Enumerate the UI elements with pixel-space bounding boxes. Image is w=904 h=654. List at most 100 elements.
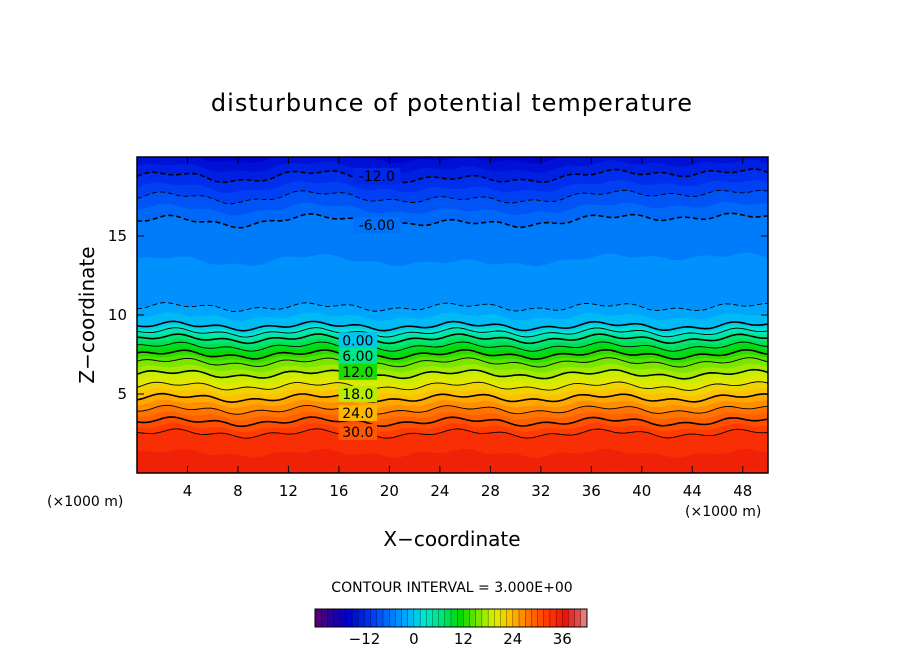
colorbar-tick-label: 36 xyxy=(553,630,572,648)
colorbar-segment xyxy=(413,608,421,628)
colorbar-segment xyxy=(321,608,328,628)
colorbar-segment xyxy=(444,608,452,628)
contour-interval-text: CONTOUR INTERVAL = 3.000E+00 xyxy=(331,580,572,596)
colorbar-segment xyxy=(314,608,322,628)
temperature-field xyxy=(137,157,768,473)
colorbar-segment xyxy=(562,608,569,628)
colorbar-segment xyxy=(438,608,446,628)
contour-line xyxy=(137,357,768,368)
x-axis-ticks: 4 8 12 16 20 24 28 32 36 40 44 48 xyxy=(183,157,752,500)
colorbar-segment xyxy=(531,608,538,628)
y-tick-label: 5 xyxy=(117,385,127,403)
colorbar-segment xyxy=(537,608,545,628)
colorbar-tick-label: 12 xyxy=(454,630,473,648)
contour-line xyxy=(137,404,768,415)
y-axis-ticks: 5 10 15 xyxy=(108,227,768,403)
colorbar-frame xyxy=(314,608,588,628)
x-tick-label: 20 xyxy=(380,482,399,500)
contour-label-bg xyxy=(353,216,401,233)
colorbar-tick-label: 24 xyxy=(503,630,522,648)
contour-lines xyxy=(137,168,768,439)
x-tick-label: 4 xyxy=(183,482,193,500)
colorbar-segment xyxy=(525,608,532,628)
x-axis-unit-right: (×1000 m) xyxy=(685,504,761,520)
x-tick-label: 48 xyxy=(733,482,752,500)
x-tick-label: 24 xyxy=(430,482,449,500)
contour-label: -12.0 xyxy=(359,169,395,185)
x-tick-label: 36 xyxy=(582,482,601,500)
colorbar-segment xyxy=(506,608,514,628)
colorbar-segment xyxy=(389,608,396,628)
contour-line xyxy=(137,327,768,338)
contour-label: 24.0 xyxy=(342,406,373,422)
x-axis-unit-left: (×1000 m) xyxy=(47,494,123,510)
contour-label-bg xyxy=(338,386,378,402)
contour-line xyxy=(137,320,768,332)
x-tick-label: 44 xyxy=(683,482,702,500)
colorbar-segment xyxy=(549,608,557,628)
x-tick-label: 32 xyxy=(531,482,550,500)
x-tick-label: 16 xyxy=(329,482,348,500)
colorbar-segment xyxy=(364,608,372,628)
colorbar-segment xyxy=(580,608,588,628)
colorbar-segment xyxy=(500,608,508,628)
contour-label-bg xyxy=(353,167,401,184)
colorbar-segment xyxy=(345,608,353,628)
contour-line xyxy=(137,381,768,391)
colorbar-segment xyxy=(543,608,551,628)
colorbar-segment xyxy=(432,608,440,628)
contour-label-bg xyxy=(338,404,378,421)
contour-line xyxy=(137,168,768,184)
contour-line xyxy=(137,212,768,229)
contour-line xyxy=(137,428,768,439)
colorbar-segment xyxy=(370,608,378,628)
contour-label-bg xyxy=(338,423,378,440)
x-axis-label: X−coordinate xyxy=(383,527,520,551)
colorbar-segment xyxy=(351,608,359,628)
field-band xyxy=(137,157,768,183)
colorbar-segment xyxy=(512,608,520,628)
colorbar-segment xyxy=(376,608,384,628)
contour-label-bg xyxy=(338,332,378,349)
colorbar-segment xyxy=(395,608,402,628)
contour-line xyxy=(137,392,768,404)
colorbar-segment xyxy=(450,608,458,628)
contour-label: -6.00 xyxy=(359,218,395,234)
contour-line xyxy=(137,348,768,361)
colorbar-segment xyxy=(469,608,477,628)
contour-label: 30.0 xyxy=(342,425,373,441)
colorbar-segment xyxy=(487,608,495,628)
colorbar xyxy=(314,608,588,628)
colorbar-segment xyxy=(494,608,501,628)
colorbar-segment xyxy=(568,608,576,628)
x-tick-label: 28 xyxy=(481,482,500,500)
chart-title: disturbunce of potential temperature xyxy=(211,89,693,117)
contour-label-bg xyxy=(338,363,378,380)
contour-label: 0.00 xyxy=(342,333,373,349)
field-band xyxy=(137,157,768,174)
contour-line xyxy=(137,302,768,312)
colorbar-segment xyxy=(339,608,347,628)
x-tick-label: 40 xyxy=(632,482,651,500)
contour-line xyxy=(137,368,768,380)
colorbar-tick-label: 0 xyxy=(409,630,419,648)
colorbar-segment xyxy=(475,608,483,628)
colorbar-segment xyxy=(419,608,427,628)
colorbar-ticks: −12 0 12 24 36 xyxy=(349,630,572,648)
y-tick-label: 10 xyxy=(108,306,127,324)
colorbar-segment xyxy=(382,608,390,628)
contour-line xyxy=(137,333,768,345)
y-axis-label: Z−coordinate xyxy=(75,246,99,383)
x-tick-label: 8 xyxy=(233,482,243,500)
contour-label-bg xyxy=(338,348,378,365)
colorbar-segment xyxy=(407,608,415,628)
x-tick-label: 12 xyxy=(279,482,298,500)
colorbar-segment xyxy=(327,608,334,628)
colorbar-segment xyxy=(426,608,433,628)
contour-label: 18.0 xyxy=(342,387,373,403)
contour-label: 6.00 xyxy=(342,349,373,365)
colorbar-segment xyxy=(358,608,365,628)
colorbar-segment xyxy=(555,608,563,628)
